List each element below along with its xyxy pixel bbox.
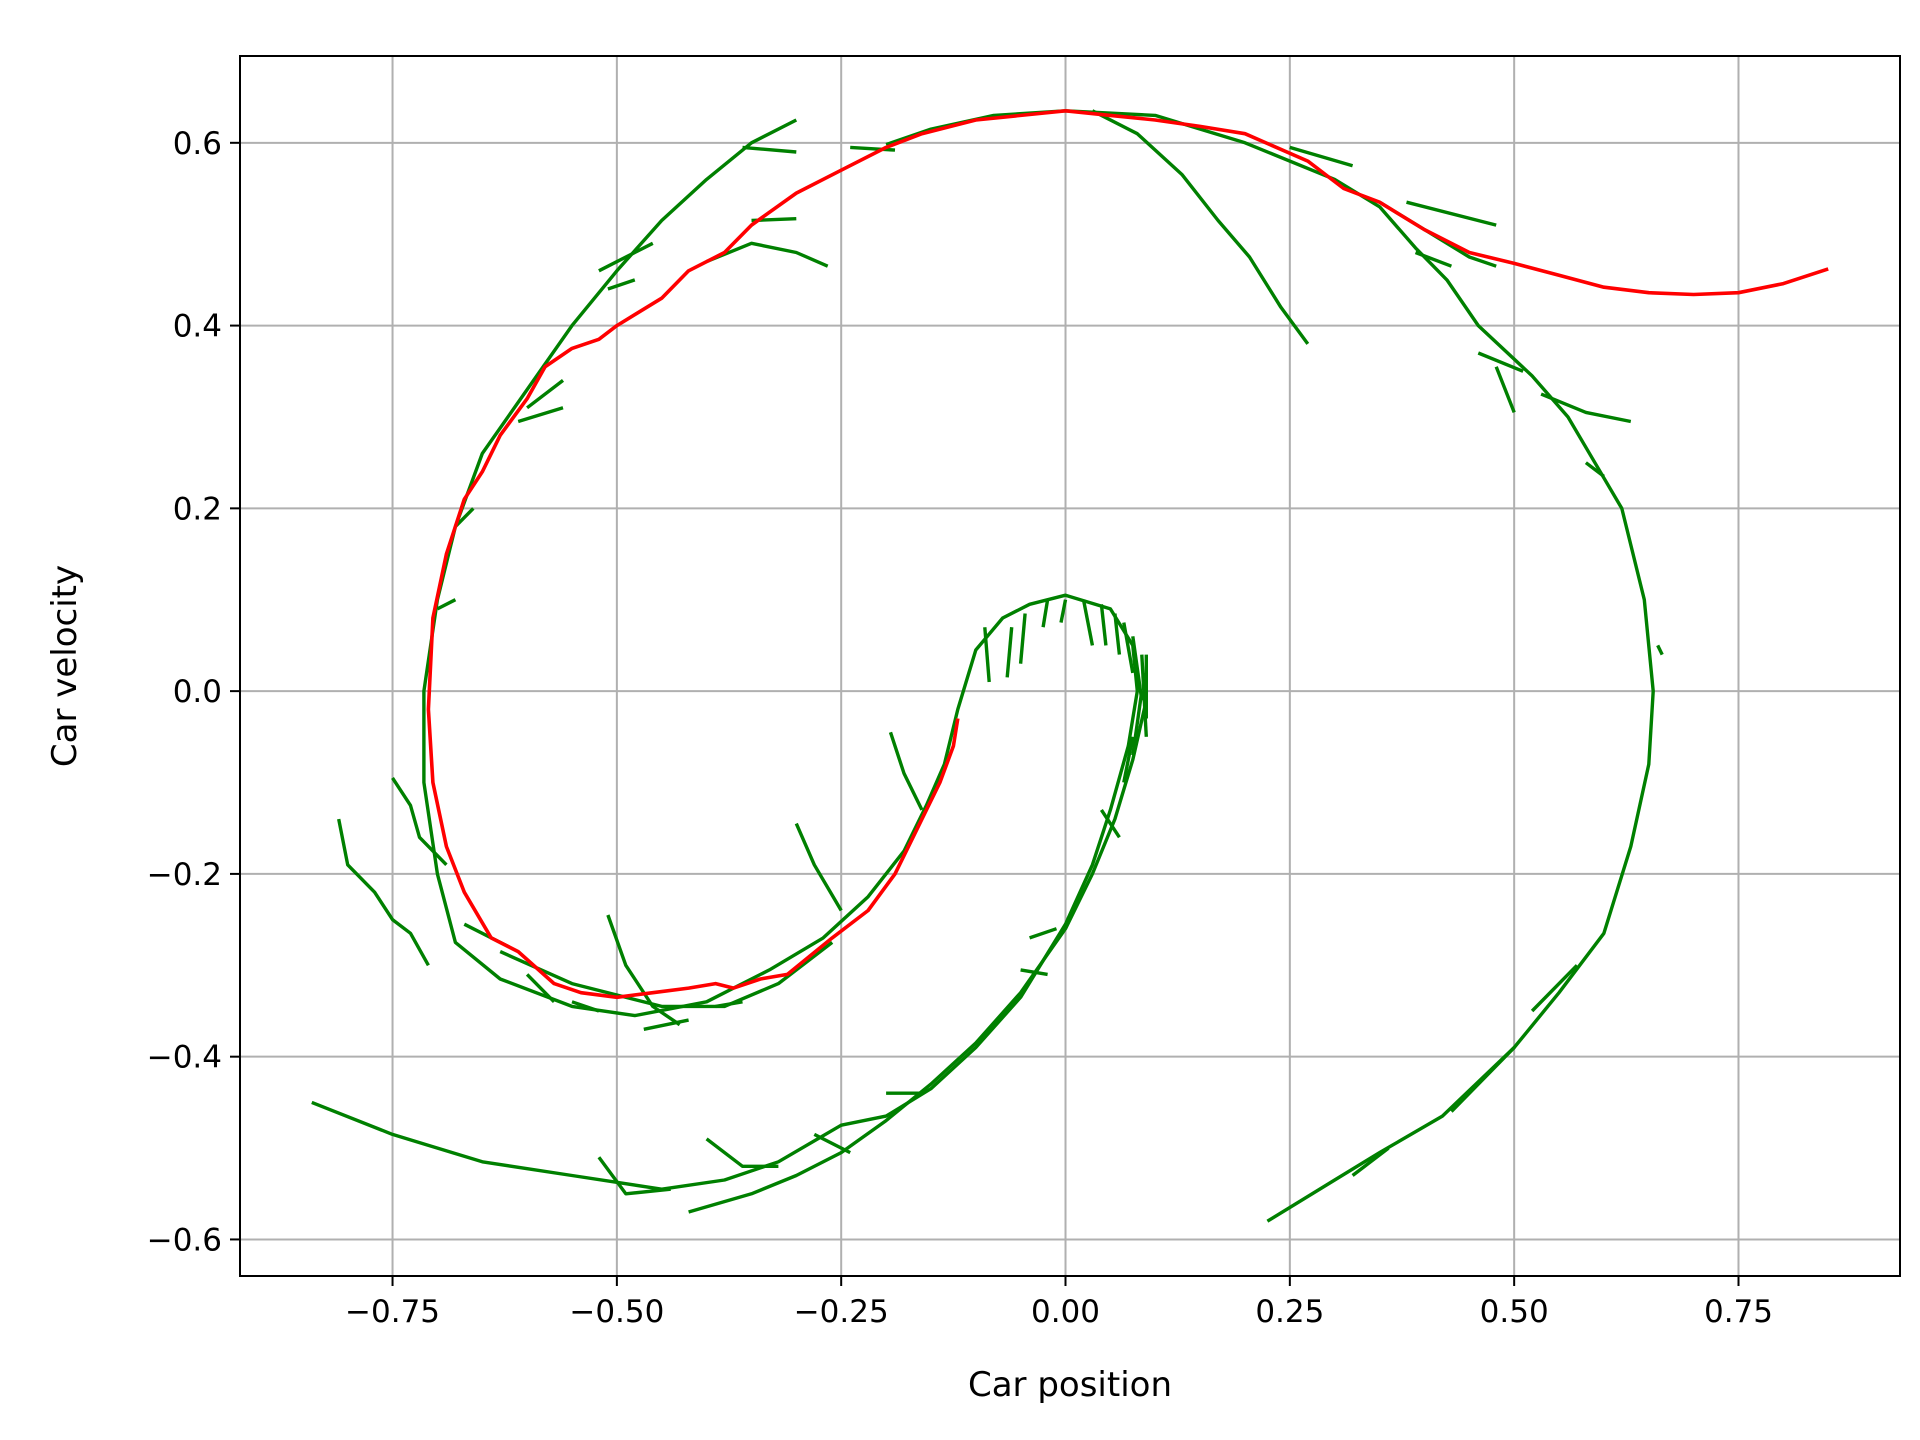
branch-trajectory-line — [1059, 599, 1068, 623]
branch-trajectory-line — [1414, 250, 1453, 268]
trajectories — [311, 109, 1829, 1223]
branch-trajectory-line — [1140, 654, 1148, 737]
branch-trajectory-line — [1450, 1046, 1516, 1113]
branch-trajectory-line — [597, 1156, 671, 1196]
branch-trajectory-line — [794, 822, 843, 912]
ticks: −0.75 −0.50 −0.25 0.00 0.25 0.50 0.75 −0.6 −0.4 −… — [147, 126, 1773, 1330]
branch-trajectory-line — [1584, 461, 1605, 478]
branch-trajectory-line — [1099, 604, 1108, 646]
y-tick-label: 0.0 — [173, 674, 222, 710]
branch-trajectory-line — [1041, 599, 1050, 628]
y-tick-label: −0.4 — [147, 1040, 222, 1076]
branch-trajectory-line — [1081, 599, 1095, 646]
branch-trajectory-line — [1005, 627, 1014, 678]
branch-trajectory-line — [1122, 622, 1135, 674]
branch-trajectory-line — [888, 731, 924, 811]
branch-trajectory-line — [1289, 145, 1354, 168]
branch-trajectory-line — [607, 278, 636, 291]
x-tick-label: 0.50 — [1480, 1294, 1549, 1330]
branch-trajectory-line — [1091, 109, 1310, 345]
branch-trajectory-line — [850, 145, 896, 152]
x-tick-label: 0.25 — [1255, 1294, 1324, 1330]
branch-trajectory-line — [1540, 392, 1632, 424]
y-tick-label: −0.2 — [147, 857, 222, 893]
y-tick-label: 0.2 — [173, 491, 222, 527]
branch-trajectory-line — [454, 507, 475, 528]
grid — [240, 56, 1900, 1276]
branch-trajectory-line — [643, 1018, 689, 1031]
branch-trajectory-line — [337, 818, 430, 967]
x-tick-label: −0.50 — [569, 1294, 664, 1330]
x-axis-label: Car position — [968, 1365, 1172, 1405]
branch-trajectory-line — [571, 1000, 600, 1013]
x-tick-label: −0.75 — [345, 1294, 440, 1330]
branch-trajectory-line — [499, 941, 834, 1009]
branch-trajectory-line — [742, 145, 797, 154]
branch-trajectory-line — [1029, 927, 1058, 940]
branch-trajectory-line — [1477, 351, 1524, 373]
x-tick-label: −0.25 — [794, 1294, 889, 1330]
branch-trajectory-line — [983, 627, 991, 683]
y-tick-label: −0.6 — [147, 1222, 222, 1258]
branch-trajectory-line — [1656, 644, 1664, 656]
branch-trajectory-line — [705, 241, 829, 268]
branch-trajectory-line — [606, 914, 681, 1027]
branch-trajectory-line — [1494, 366, 1516, 414]
branch-trajectory-line — [1113, 613, 1122, 655]
branch-trajectory-line — [1131, 690, 1144, 756]
branch-trajectory-line — [1122, 736, 1135, 783]
y-tick-label: 0.6 — [173, 126, 222, 162]
x-tick-label: 0.75 — [1704, 1294, 1773, 1330]
branch-trajectory-line — [525, 973, 556, 1003]
plot-frame — [239, 55, 1901, 1277]
x-tick-label: 0.00 — [1031, 1294, 1100, 1330]
branch-trajectory-line — [526, 379, 565, 410]
branch-trajectory-line — [598, 241, 654, 273]
branch-trajectory-line — [1530, 964, 1579, 1013]
main-trajectory-line — [426, 109, 1829, 1000]
branch-trajectory-line — [1099, 808, 1121, 839]
branch-trajectory-line — [517, 406, 564, 424]
y-axis-label: Car velocity — [45, 565, 85, 767]
branch-trajectory-line — [391, 776, 448, 866]
branch-trajectory-line — [1351, 1146, 1390, 1177]
branch-trajectory-line — [1131, 636, 1144, 701]
branch-trajectory-line — [1406, 200, 1497, 227]
y-tick-label: 0.4 — [173, 309, 222, 345]
branch-trajectory-line — [715, 1000, 743, 1009]
branch-trajectory-line — [1018, 613, 1027, 664]
branch-trajectory-line — [436, 598, 457, 611]
branch-trajectory-line — [1020, 968, 1048, 977]
branch-trajectory-line — [688, 654, 1149, 1214]
branch-trajectory-line — [705, 1137, 779, 1169]
branch-trajectory-line — [813, 1132, 851, 1155]
branch-trajectory-line — [885, 109, 1655, 1223]
